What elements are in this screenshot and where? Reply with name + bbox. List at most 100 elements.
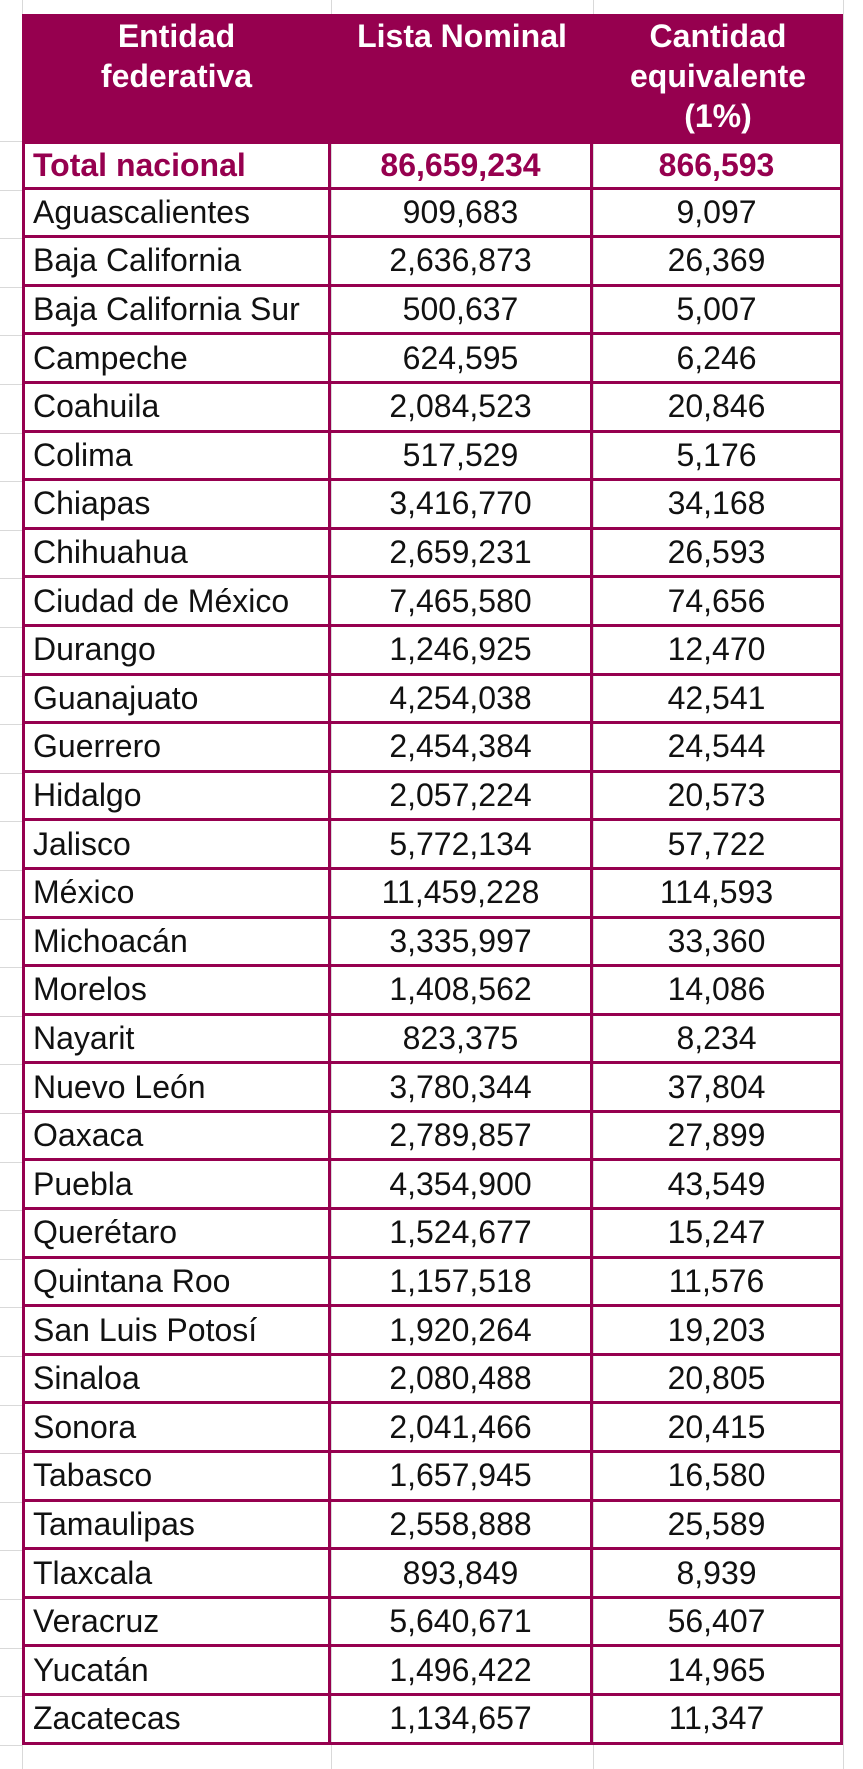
entidad-cell[interactable]: Zacatecas bbox=[22, 1696, 331, 1745]
lista-cell[interactable]: 3,335,997 bbox=[331, 918, 593, 968]
entidad-cell[interactable]: Colima bbox=[22, 432, 331, 482]
lista-cell[interactable]: 1,657,945 bbox=[331, 1453, 593, 1502]
entidad-cell[interactable]: Tamaulipas bbox=[22, 1501, 331, 1551]
entidad-cell[interactable]: Querétaro bbox=[22, 1210, 331, 1259]
cantidad-cell[interactable]: 19,203 bbox=[593, 1307, 843, 1356]
entidad-cell[interactable]: Michoacán bbox=[22, 918, 331, 968]
entidad-cell[interactable]: Tabasco bbox=[22, 1453, 331, 1502]
cantidad-cell[interactable]: 11,576 bbox=[593, 1258, 843, 1308]
lista-cell[interactable]: 1,157,518 bbox=[331, 1258, 593, 1308]
entidad-cell[interactable]: Oaxaca bbox=[22, 1112, 331, 1162]
entidad-cell[interactable]: Veracruz bbox=[22, 1598, 331, 1648]
entidad-cell[interactable]: Baja California bbox=[22, 238, 331, 287]
entidad-cell[interactable]: Guanajuato bbox=[22, 675, 331, 725]
entidad-cell[interactable]: Guerrero bbox=[22, 724, 331, 773]
lista-cell[interactable]: 1,408,562 bbox=[331, 967, 593, 1016]
entidad-cell[interactable]: Aguascalientes bbox=[22, 189, 331, 239]
cantidad-cell[interactable]: 26,369 bbox=[593, 238, 843, 287]
lista-cell[interactable]: 2,084,523 bbox=[331, 383, 593, 433]
entidad-cell[interactable]: Nayarit bbox=[22, 1015, 331, 1065]
lista-cell[interactable]: 5,640,671 bbox=[331, 1598, 593, 1648]
cantidad-cell[interactable]: 26,593 bbox=[593, 529, 843, 579]
cantidad-cell[interactable]: 24,544 bbox=[593, 724, 843, 773]
entidad-cell[interactable]: Nuevo León bbox=[22, 1064, 331, 1113]
cantidad-cell[interactable]: 25,589 bbox=[593, 1501, 843, 1551]
entidad-cell[interactable]: Ciudad de México bbox=[22, 578, 331, 627]
lista-cell[interactable]: 2,057,224 bbox=[331, 772, 593, 822]
cantidad-cell[interactable]: 20,846 bbox=[593, 383, 843, 433]
cantidad-cell[interactable]: 6,246 bbox=[593, 335, 843, 384]
cantidad-cell[interactable]: 27,899 bbox=[593, 1112, 843, 1162]
entidad-cell[interactable]: México bbox=[22, 869, 331, 919]
entidad-cell[interactable]: Sonora bbox=[22, 1404, 331, 1454]
total-label-cell[interactable]: Total nacional bbox=[22, 144, 331, 190]
lista-cell[interactable]: 4,254,038 bbox=[331, 675, 593, 725]
lista-cell[interactable]: 909,683 bbox=[331, 189, 593, 239]
total-lista-cell[interactable]: 86,659,234 bbox=[331, 144, 593, 190]
cantidad-cell[interactable]: 114,593 bbox=[593, 869, 843, 919]
entidad-cell[interactable]: Chiapas bbox=[22, 481, 331, 530]
lista-cell[interactable]: 4,354,900 bbox=[331, 1161, 593, 1211]
cantidad-cell[interactable]: 5,176 bbox=[593, 432, 843, 482]
lista-cell[interactable]: 1,524,677 bbox=[331, 1210, 593, 1259]
lista-cell[interactable]: 1,134,657 bbox=[331, 1696, 593, 1745]
lista-cell[interactable]: 2,454,384 bbox=[331, 724, 593, 773]
header-lista-nominal[interactable]: Lista Nominal bbox=[331, 14, 593, 141]
cantidad-cell[interactable]: 5,007 bbox=[593, 286, 843, 336]
entidad-cell[interactable]: San Luis Potosí bbox=[22, 1307, 331, 1356]
lista-cell[interactable]: 3,416,770 bbox=[331, 481, 593, 530]
entidad-cell[interactable]: Tlaxcala bbox=[22, 1550, 331, 1599]
lista-cell[interactable]: 1,496,422 bbox=[331, 1647, 593, 1696]
cantidad-cell[interactable]: 8,234 bbox=[593, 1015, 843, 1065]
cantidad-cell[interactable]: 56,407 bbox=[593, 1598, 843, 1648]
lista-cell[interactable]: 624,595 bbox=[331, 335, 593, 384]
lista-cell[interactable]: 2,041,466 bbox=[331, 1404, 593, 1454]
entidad-cell[interactable]: Morelos bbox=[22, 967, 331, 1016]
lista-cell[interactable]: 5,772,134 bbox=[331, 821, 593, 870]
lista-cell[interactable]: 2,558,888 bbox=[331, 1501, 593, 1551]
lista-cell[interactable]: 11,459,228 bbox=[331, 869, 593, 919]
entidad-cell[interactable]: Jalisco bbox=[22, 821, 331, 870]
lista-cell[interactable]: 517,529 bbox=[331, 432, 593, 482]
cantidad-cell[interactable]: 20,573 bbox=[593, 772, 843, 822]
lista-cell[interactable]: 2,080,488 bbox=[331, 1355, 593, 1405]
cantidad-cell[interactable]: 11,347 bbox=[593, 1696, 843, 1745]
total-cantidad-cell[interactable]: 866,593 bbox=[593, 144, 843, 190]
header-cantidad[interactable]: Cantidad equivalente (1%) bbox=[593, 14, 843, 141]
lista-cell[interactable]: 7,465,580 bbox=[331, 578, 593, 627]
cantidad-cell[interactable]: 15,247 bbox=[593, 1210, 843, 1259]
entidad-cell[interactable]: Campeche bbox=[22, 335, 331, 384]
cantidad-cell[interactable]: 74,656 bbox=[593, 578, 843, 627]
lista-cell[interactable]: 2,636,873 bbox=[331, 238, 593, 287]
cantidad-cell[interactable]: 9,097 bbox=[593, 189, 843, 239]
entidad-cell[interactable]: Yucatán bbox=[22, 1647, 331, 1696]
lista-cell[interactable]: 2,789,857 bbox=[331, 1112, 593, 1162]
cantidad-cell[interactable]: 20,415 bbox=[593, 1404, 843, 1454]
cantidad-cell[interactable]: 34,168 bbox=[593, 481, 843, 530]
entidad-cell[interactable]: Coahuila bbox=[22, 383, 331, 433]
cantidad-cell[interactable]: 14,965 bbox=[593, 1647, 843, 1696]
entidad-cell[interactable]: Baja California Sur bbox=[22, 286, 331, 336]
lista-cell[interactable]: 823,375 bbox=[331, 1015, 593, 1065]
lista-cell[interactable]: 1,246,925 bbox=[331, 626, 593, 676]
lista-cell[interactable]: 500,637 bbox=[331, 286, 593, 336]
lista-cell[interactable]: 1,920,264 bbox=[331, 1307, 593, 1356]
cantidad-cell[interactable]: 12,470 bbox=[593, 626, 843, 676]
cantidad-cell[interactable]: 16,580 bbox=[593, 1453, 843, 1502]
lista-cell[interactable]: 893,849 bbox=[331, 1550, 593, 1599]
lista-cell[interactable]: 3,780,344 bbox=[331, 1064, 593, 1113]
lista-cell[interactable]: 2,659,231 bbox=[331, 529, 593, 579]
cantidad-cell[interactable]: 42,541 bbox=[593, 675, 843, 725]
entidad-cell[interactable]: Sinaloa bbox=[22, 1355, 331, 1405]
cantidad-cell[interactable]: 14,086 bbox=[593, 967, 843, 1016]
cantidad-cell[interactable]: 33,360 bbox=[593, 918, 843, 968]
entidad-cell[interactable]: Chihuahua bbox=[22, 529, 331, 579]
entidad-cell[interactable]: Puebla bbox=[22, 1161, 331, 1211]
entidad-cell[interactable]: Hidalgo bbox=[22, 772, 331, 822]
cantidad-cell[interactable]: 57,722 bbox=[593, 821, 843, 870]
entidad-cell[interactable]: Quintana Roo bbox=[22, 1258, 331, 1308]
cantidad-cell[interactable]: 8,939 bbox=[593, 1550, 843, 1599]
header-entidad[interactable]: Entidad federativa bbox=[22, 14, 331, 141]
cantidad-cell[interactable]: 43,549 bbox=[593, 1161, 843, 1211]
cantidad-cell[interactable]: 37,804 bbox=[593, 1064, 843, 1113]
